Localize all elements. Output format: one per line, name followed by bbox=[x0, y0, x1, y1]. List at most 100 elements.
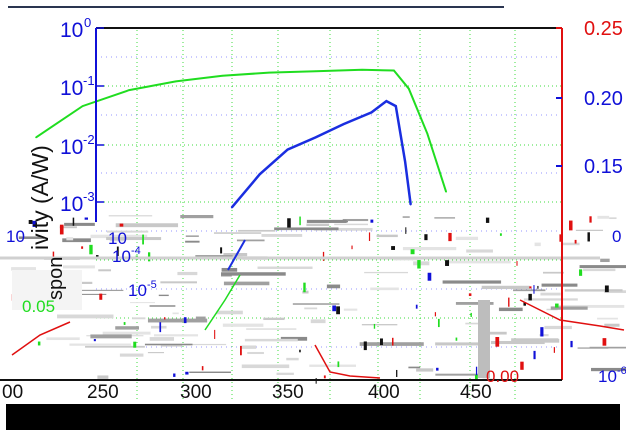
artifact-red-trace bbox=[314, 344, 381, 379]
artifact-tick bbox=[391, 337, 394, 346]
series-point-blue bbox=[404, 160, 406, 163]
artifact-bar bbox=[455, 302, 494, 305]
artifact-tick bbox=[323, 375, 326, 379]
artifact-tick bbox=[159, 322, 162, 333]
artifact-bar bbox=[306, 223, 330, 227]
artifact-tick bbox=[373, 323, 376, 329]
artifact-tick bbox=[540, 327, 544, 337]
artifact-bar bbox=[583, 268, 616, 272]
artifact-tick bbox=[220, 247, 223, 254]
artifact-tick bbox=[379, 338, 383, 346]
artifact-bar bbox=[562, 242, 580, 246]
artifact-bar bbox=[160, 343, 183, 347]
noise-label: 10 bbox=[108, 229, 127, 248]
series-point-green bbox=[128, 89, 130, 91]
artifact-bar bbox=[435, 373, 478, 376]
series-point-green bbox=[408, 87, 410, 90]
artifact-tick bbox=[183, 317, 187, 324]
artifact-bar bbox=[263, 317, 285, 321]
artifact-tick bbox=[164, 317, 166, 320]
series-layer bbox=[35, 68, 448, 209]
artifact-bar bbox=[465, 322, 480, 325]
series-point-green bbox=[268, 71, 270, 74]
series-point-blue bbox=[409, 203, 412, 206]
noise-label: 10 bbox=[6, 227, 25, 246]
y-tick-exponent-left: -2 bbox=[83, 132, 95, 147]
y-tick-label-left: 10 bbox=[60, 19, 83, 42]
artifact-bar bbox=[216, 310, 243, 315]
artifact-tick bbox=[587, 232, 590, 242]
noise-label-exponent: -4 bbox=[131, 245, 141, 257]
series-point-blue bbox=[286, 148, 289, 151]
artifact-tick bbox=[32, 220, 37, 227]
artifact-tick bbox=[537, 285, 539, 289]
artifact-tick bbox=[84, 217, 88, 220]
artifact-bar bbox=[62, 265, 95, 269]
artifact-bar bbox=[11, 267, 36, 271]
artifact-bar bbox=[147, 352, 165, 354]
artifact-bar bbox=[85, 345, 145, 348]
artifact-bar bbox=[544, 325, 572, 330]
noise-label-exponent: -5 bbox=[147, 279, 157, 291]
artifact-bar bbox=[280, 336, 308, 341]
artifact-bar bbox=[376, 234, 398, 238]
artifact-bar bbox=[108, 215, 153, 217]
artifact-bar bbox=[160, 281, 197, 284]
artifact-tick bbox=[336, 306, 340, 315]
artifact-tick bbox=[214, 329, 216, 339]
artifact-bar bbox=[154, 334, 199, 337]
artifact-block bbox=[478, 300, 490, 378]
artifact-bar bbox=[151, 325, 167, 329]
top-border-line bbox=[8, 6, 504, 8]
noise-label: 0.00 bbox=[486, 367, 519, 386]
artifact-tick bbox=[391, 246, 396, 250]
artifact-bar bbox=[59, 226, 77, 229]
artifact-tick bbox=[417, 260, 421, 269]
artifact-bar bbox=[511, 338, 559, 342]
series-line-green bbox=[35, 68, 448, 193]
artifact-bar bbox=[90, 334, 132, 339]
artifact-bar bbox=[334, 223, 368, 226]
artifact-bar bbox=[247, 351, 264, 355]
artifact-bar bbox=[498, 307, 523, 312]
artifact-tick bbox=[303, 282, 306, 293]
artifact-tick bbox=[533, 350, 536, 360]
artifact-bar bbox=[292, 303, 340, 305]
artifact-tick bbox=[499, 233, 502, 236]
artifact-bar bbox=[177, 271, 198, 276]
artifact-bar bbox=[57, 314, 114, 319]
artifact-tick bbox=[474, 374, 478, 381]
x-tick-label: 250 bbox=[87, 382, 119, 403]
artifact-tick bbox=[468, 293, 472, 296]
artifact-tick bbox=[123, 322, 126, 325]
series-point-green bbox=[393, 69, 395, 72]
series-point-blue bbox=[314, 136, 317, 139]
artifact-bar bbox=[540, 292, 561, 296]
artifact-bar bbox=[435, 342, 486, 346]
series-point-blue bbox=[394, 105, 397, 107]
y-axis-label-secondary: spon bbox=[45, 257, 67, 300]
noise-label: 10 bbox=[598, 367, 617, 386]
artifact-bar bbox=[589, 346, 626, 349]
artifact-bar bbox=[180, 343, 227, 346]
artifact-tick bbox=[185, 371, 189, 375]
artifact-bar bbox=[238, 229, 276, 232]
artifact-tick bbox=[37, 341, 41, 346]
artifact-tick bbox=[553, 347, 555, 353]
artifact-blue-trace bbox=[227, 239, 246, 271]
series-point-green bbox=[221, 74, 224, 77]
artifact-bar bbox=[261, 233, 303, 237]
artifact-bar bbox=[90, 234, 148, 239]
artifact-tick bbox=[59, 224, 64, 235]
artifact-tick bbox=[437, 318, 440, 328]
artifact-bar bbox=[158, 294, 169, 297]
artifact-bar bbox=[310, 319, 326, 324]
artifact-bar bbox=[97, 375, 109, 379]
artifact-tick bbox=[589, 216, 592, 223]
artifact-tick bbox=[475, 366, 478, 376]
artifact-tick bbox=[520, 361, 524, 370]
artifact-red-trace bbox=[11, 321, 71, 356]
artifact-bar bbox=[448, 260, 511, 264]
